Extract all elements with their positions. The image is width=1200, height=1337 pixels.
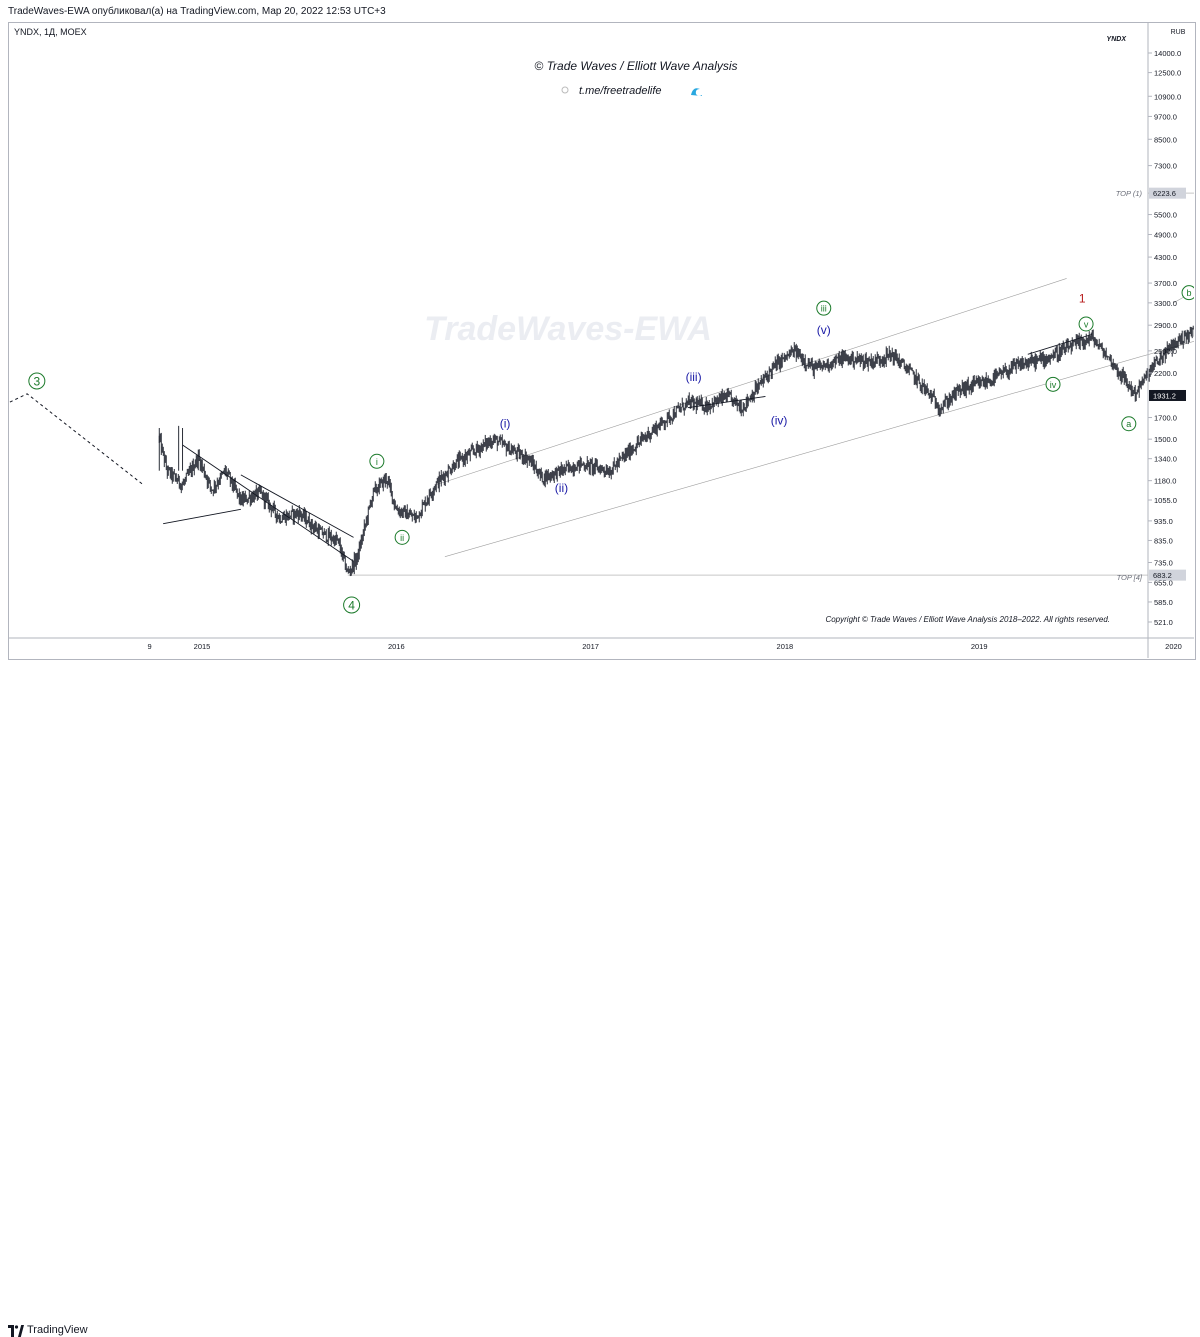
price-axis-label: 8500.0: [1154, 135, 1177, 144]
price-axis-label: 1340.0: [1154, 455, 1177, 464]
price-axis-label: 521.0: [1154, 618, 1173, 627]
telegram-text: t.me/freetradelife: [579, 85, 662, 97]
price-axis-label: 3700.0: [1154, 279, 1177, 288]
publish-info-bar: TradeWaves-EWA опубликовал(а) на Trading…: [0, 0, 1200, 24]
price-axis-label: 9700.0: [1154, 112, 1177, 121]
price-tag: [1149, 569, 1186, 581]
time-axis-label: 2018: [777, 642, 794, 651]
price-axis-label: 12500.0: [1154, 69, 1181, 78]
currency-label: RUB: [1171, 29, 1186, 36]
price-axis-label: 835.0: [1154, 536, 1173, 545]
price-axis-label: 2200.0: [1154, 369, 1177, 378]
wave-label: b: [1187, 288, 1192, 298]
time-axis-label: 2016: [388, 642, 405, 651]
wave-label-circle: [1045, 376, 1061, 392]
wave-label: (iv): [771, 414, 788, 428]
wave-label: a: [1126, 419, 1131, 429]
wave-label-circle: [1078, 316, 1094, 332]
price-axis-label: 585.0: [1154, 598, 1173, 607]
wave-label-circle: [1181, 285, 1194, 301]
price-axis-label: 4300.0: [1154, 253, 1177, 262]
symbol-code: YNDX: [1107, 36, 1128, 43]
time-axis-label: 2015: [194, 642, 211, 651]
wave-label: 4: [348, 598, 355, 612]
wave-label: i: [376, 457, 378, 467]
price-axis-label: 735.0: [1154, 559, 1173, 568]
price-axis-label: 5500.0: [1154, 211, 1177, 220]
time-axis-label: 9: [147, 642, 151, 651]
wave-label-circle: [28, 372, 46, 390]
tradingview-brand: TradingView: [27, 1324, 88, 1336]
level-label: TOP (1): [1116, 189, 1143, 198]
wave-label: 3: [34, 374, 41, 388]
price-tag-label: 1931.2: [1153, 391, 1176, 400]
trend-line: [163, 508, 241, 525]
wave-label-circle: [816, 300, 832, 316]
wave-label: iii: [821, 304, 827, 314]
chart-canvas[interactable]: TradeWaves-EWA TOP (1)TOP [4]61.80%(1590…: [8, 22, 1194, 658]
tradingview-logo-icon: [8, 1325, 24, 1337]
wave-label-circle: [343, 596, 361, 614]
wave-label: (v): [817, 323, 831, 337]
price-axis-label: 4900.0: [1154, 231, 1177, 240]
price-axis-label: 1055.0: [1154, 496, 1177, 505]
brand-title: © Trade Waves / Elliott Wave Analysis: [534, 59, 737, 73]
price-axis-label: 10900.0: [1154, 92, 1181, 101]
publish-info: TradeWaves-EWA опубликовал(а) на Trading…: [8, 6, 386, 17]
wave-label: ii: [400, 533, 404, 543]
footer-copyright: Copyright © Trade Waves / Elliott Wave A…: [825, 615, 1110, 624]
price-axis-label: 1500.0: [1154, 435, 1177, 444]
price-tag-label: 683.2: [1153, 571, 1172, 580]
price-axis-label: 7300.0: [1154, 162, 1177, 171]
time-axis-label: 2017: [582, 642, 599, 651]
telegram-link[interactable]: t.me/freetradelife: [561, 85, 702, 97]
bullet-icon: [561, 86, 569, 94]
wave-label: (i): [500, 417, 511, 431]
wave-label: (ii): [555, 481, 568, 495]
level-label: TOP [4]: [1117, 573, 1143, 582]
trend-line: [240, 474, 354, 538]
channel-line: [444, 341, 1194, 558]
wave-label-circle: [1121, 416, 1137, 432]
price-axis-label: 2900.0: [1154, 321, 1177, 330]
wave-label-circle: [369, 453, 385, 469]
wave-icon: [691, 88, 702, 96]
bottom-bar: TradingView: [0, 660, 1200, 1337]
price-axis-label: 1700.0: [1154, 414, 1177, 423]
price-tag: [1149, 389, 1186, 401]
wave-label: (iii): [686, 370, 702, 384]
wave-projection-left: [8, 393, 145, 486]
price-axis-label: 935.0: [1154, 517, 1173, 526]
price-tag-label: 6223.6: [1153, 189, 1176, 198]
channel-line: [435, 278, 1067, 486]
wave-label-circle: [394, 529, 410, 545]
symbol-label: YNDX, 1Д, MOEX: [14, 27, 87, 37]
price-axis-label: 3300.0: [1154, 299, 1177, 308]
price-axis-label: 2500.0: [1154, 347, 1177, 356]
price-axis-label: 14000.0: [1154, 49, 1181, 58]
watermark: TradeWaves-EWA: [424, 310, 712, 348]
wave-label: iv: [1050, 380, 1057, 390]
price-axis-label: 1180.0: [1154, 477, 1176, 486]
price-tag: [1149, 187, 1186, 199]
time-axis-label: 2019: [971, 642, 988, 651]
price-axis-label: 655.0: [1154, 578, 1173, 587]
chart-frame: [8, 22, 1196, 660]
time-axis-label: 2020: [1165, 642, 1182, 651]
wave-label: 1: [1079, 292, 1086, 306]
wave-label: v: [1084, 320, 1089, 330]
